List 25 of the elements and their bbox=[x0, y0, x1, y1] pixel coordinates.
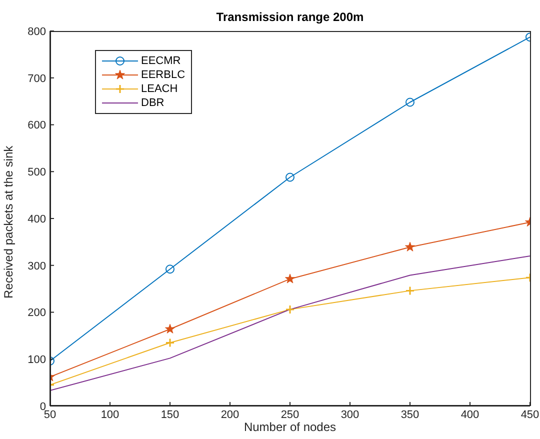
y-tick-label: 300 bbox=[28, 260, 46, 272]
legend-label: EERBLC bbox=[141, 69, 186, 81]
x-tick-label: 50 bbox=[44, 408, 56, 421]
y-axis-title: Received packets at the sink bbox=[1, 144, 16, 298]
y-tick-label: 400 bbox=[28, 213, 46, 226]
y-tick-label: 800 bbox=[28, 26, 46, 38]
x-axis-title: Number of nodes bbox=[244, 420, 336, 434]
y-tick-label: 0 bbox=[40, 400, 46, 413]
legend-label: DBR bbox=[141, 97, 164, 109]
x-tick-label: 350 bbox=[400, 408, 420, 421]
y-tick-label: 500 bbox=[28, 166, 46, 179]
x-tick-label: 300 bbox=[340, 408, 360, 421]
x-tick-label: 250 bbox=[280, 408, 300, 421]
x-tick-label: 450 bbox=[520, 408, 540, 421]
legend-label: EECMR bbox=[141, 55, 181, 67]
x-tick-label: 400 bbox=[460, 408, 480, 421]
x-tick-label: 150 bbox=[160, 408, 180, 421]
x-tick-label: 200 bbox=[220, 408, 240, 421]
legend-label: LEACH bbox=[141, 83, 178, 95]
x-tick-label: 100 bbox=[100, 408, 120, 421]
y-tick-label: 100 bbox=[28, 354, 46, 366]
y-tick-label: 200 bbox=[28, 307, 46, 320]
chart-title: Transmission range 200m bbox=[215, 10, 365, 24]
y-tick-label: 700 bbox=[28, 72, 46, 85]
y-tick-label: 600 bbox=[28, 120, 46, 132]
